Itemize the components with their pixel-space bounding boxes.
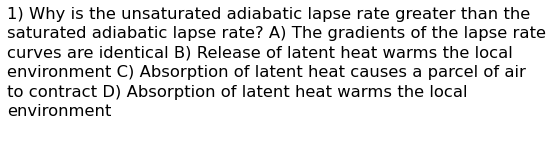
Text: 1) Why is the unsaturated adiabatic lapse rate greater than the
saturated adiaba: 1) Why is the unsaturated adiabatic laps… [7, 7, 546, 119]
